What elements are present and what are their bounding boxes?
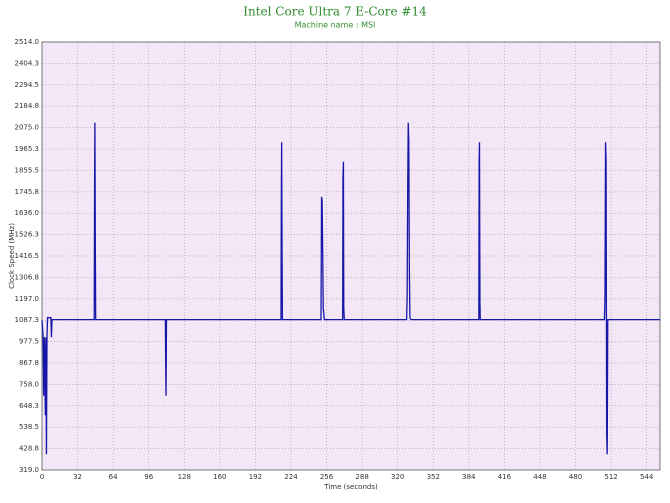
y-tick-label: 1855.5 — [15, 166, 40, 174]
data-line — [41, 122, 660, 455]
y-tick-label: 648.3 — [19, 402, 39, 410]
x-tick-label: 352 — [427, 473, 440, 481]
plot-border — [41, 41, 661, 471]
x-tick-label: 448 — [533, 473, 546, 481]
y-tick-label: 428.8 — [19, 445, 39, 453]
x-axis-label: Time (seconds) — [323, 483, 378, 491]
x-tick-label: 64 — [109, 473, 118, 481]
y-tick-label: 2514.0 — [15, 38, 40, 46]
x-tick-label: 480 — [569, 473, 582, 481]
y-tick-label: 1636.0 — [15, 209, 40, 217]
y-tick-label: 758.0 — [19, 380, 39, 388]
x-tick-label: 224 — [284, 473, 298, 481]
y-tick-label: 2294.5 — [15, 81, 40, 89]
y-tick-label: 1965.3 — [15, 145, 40, 153]
x-tick-label: 0 — [40, 473, 44, 481]
x-tick-label: 288 — [355, 473, 368, 481]
x-tick-label: 384 — [462, 473, 476, 481]
y-tick-label: 2184.8 — [15, 102, 40, 110]
y-tick-label: 1745.8 — [15, 188, 40, 196]
y-tick-label: 538.5 — [19, 423, 39, 431]
y-axis-label: Clock Speed (MHz) — [8, 223, 16, 289]
chart-title: Intel Core Ultra 7 E-Core #14 — [243, 5, 427, 19]
y-tick-label: 2075.0 — [15, 124, 40, 132]
y-tick-label: 1526.3 — [15, 231, 40, 239]
y-tick-label: 1416.5 — [15, 252, 40, 260]
x-tick-label: 512 — [604, 473, 617, 481]
x-tick-label: 544 — [640, 473, 654, 481]
x-tick-label: 160 — [213, 473, 226, 481]
x-tick-label: 320 — [391, 473, 404, 481]
chart-subtitle: Machine name : MSI — [295, 21, 376, 30]
y-tick-label: 1087.3 — [15, 316, 40, 324]
x-tick-label: 256 — [320, 473, 334, 481]
x-tick-label: 192 — [249, 473, 262, 481]
y-tick-label: 867.8 — [19, 359, 39, 367]
y-tick-label: 1197.0 — [15, 295, 40, 303]
x-tick-label: 32 — [73, 473, 82, 481]
x-tick-label: 128 — [178, 473, 191, 481]
x-tick-label: 416 — [498, 473, 512, 481]
y-tick-label: 1306.8 — [15, 273, 40, 281]
y-tick-label: 319.0 — [19, 466, 39, 474]
y-tick-label: 977.5 — [19, 338, 39, 346]
x-tick-label: 96 — [144, 473, 153, 481]
y-tick-label: 2404.3 — [15, 59, 40, 67]
